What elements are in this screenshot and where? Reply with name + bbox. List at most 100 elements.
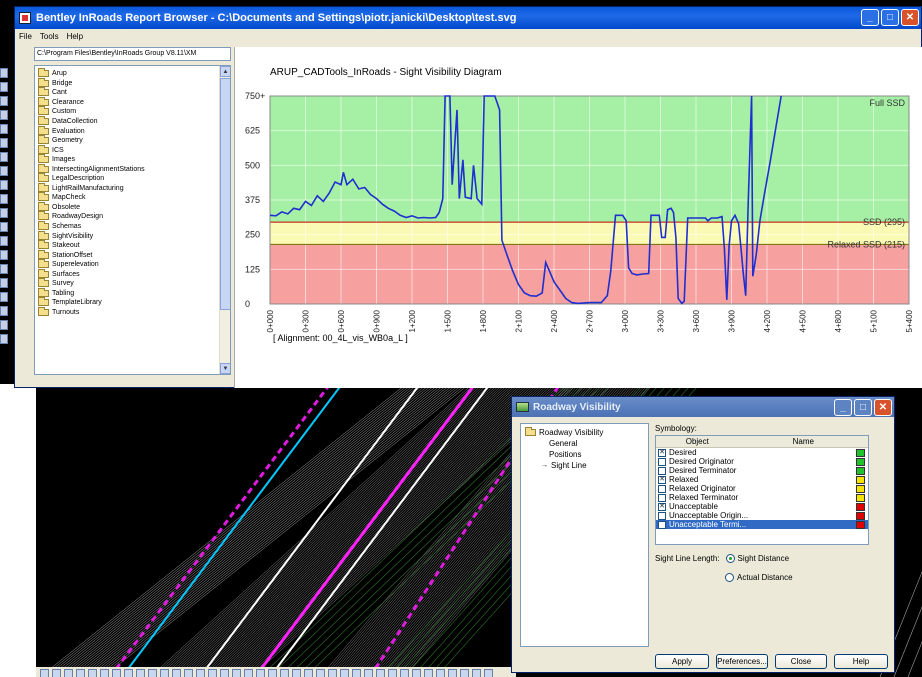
menu-tools[interactable]: Tools (39, 31, 59, 41)
toolbar-tool-icon[interactable] (424, 668, 433, 677)
toolbar-tool-icon[interactable] (412, 668, 421, 677)
help-button[interactable]: Help (834, 654, 888, 669)
menu-file[interactable]: File (19, 31, 32, 41)
radio-icon[interactable] (725, 554, 735, 563)
toolbar-tool-icon[interactable] (64, 668, 73, 677)
toolbar-tool-icon[interactable] (208, 668, 217, 677)
symbology-row[interactable]: ✕ Relaxed (656, 475, 868, 484)
radio-icon[interactable] (725, 573, 734, 582)
toolbar-tool-icon[interactable] (184, 668, 193, 677)
toolbar-tool-icon[interactable] (448, 668, 457, 677)
tree-item-positions[interactable]: Positions (549, 450, 582, 459)
tool-icon[interactable] (0, 250, 8, 260)
column-name[interactable]: Name (792, 437, 814, 446)
tree-item-sight-line[interactable]: → Sight Line (541, 461, 587, 470)
folder-item[interactable]: StationOffset (38, 249, 230, 260)
toolbar-tool-icon[interactable] (304, 668, 313, 677)
checkbox[interactable]: ✕ (658, 475, 666, 484)
actual-distance-option[interactable]: Actual Distance (725, 573, 793, 582)
folder-item[interactable]: RoadwayDesign (38, 211, 230, 222)
maximize-button[interactable]: □ (854, 399, 872, 416)
preferences-button[interactable]: Preferences... (716, 654, 768, 669)
tool-icon[interactable] (0, 180, 8, 190)
folder-item[interactable]: DataCollection (38, 116, 230, 127)
toolbar-tool-icon[interactable] (196, 668, 205, 677)
tool-icon[interactable] (0, 320, 8, 330)
color-swatch[interactable] (856, 475, 865, 484)
toolbar-tool-icon[interactable] (340, 668, 349, 677)
folder-item[interactable]: Stakeout (38, 240, 230, 251)
symbology-row[interactable]: Desired Originator (656, 457, 868, 466)
checkbox[interactable] (658, 466, 666, 475)
color-swatch[interactable] (856, 502, 865, 511)
tool-icon[interactable] (0, 292, 8, 302)
folder-tree[interactable]: Arup Bridge Cant Clearance Custom DataCollect… (34, 65, 231, 375)
folder-item[interactable]: ICS (38, 144, 230, 155)
cad-drawing[interactable] (0, 383, 922, 677)
symbology-row[interactable]: Unacceptable Origin... (656, 511, 868, 520)
symbology-row[interactable]: Desired Terminator (656, 466, 868, 475)
tool-icon[interactable] (0, 68, 8, 78)
folder-item[interactable]: Evaluation (38, 125, 230, 136)
toolbar-tool-icon[interactable] (436, 668, 445, 677)
color-swatch[interactable] (856, 511, 865, 520)
symbology-row[interactable]: ✕ Unacceptable (656, 502, 868, 511)
tree-item-general[interactable]: General (549, 439, 578, 448)
tool-icon[interactable] (0, 138, 8, 148)
color-swatch[interactable] (856, 484, 865, 493)
scroll-down-icon[interactable]: ▼ (220, 363, 230, 374)
toolbar-tool-icon[interactable] (484, 668, 493, 677)
checkbox[interactable] (658, 493, 666, 502)
toolbar-tool-icon[interactable] (76, 668, 85, 677)
folder-item[interactable]: Images (38, 154, 230, 165)
folder-item[interactable]: Survey (38, 278, 230, 289)
folder-item[interactable]: Bridge (38, 77, 230, 89)
toolbar-tool-icon[interactable] (220, 668, 229, 677)
apply-button[interactable]: Apply (655, 654, 709, 669)
toolbar-tool-icon[interactable] (100, 668, 109, 677)
checkbox[interactable] (658, 457, 666, 466)
folder-item[interactable]: Turnouts (38, 306, 230, 318)
toolbar-tool-icon[interactable] (328, 668, 337, 677)
tool-icon[interactable] (0, 306, 8, 316)
tool-icon[interactable] (0, 236, 8, 246)
tree-scrollbar[interactable]: ▲ ▼ (219, 66, 230, 374)
color-swatch[interactable] (856, 457, 865, 466)
toolbar-tool-icon[interactable] (52, 668, 61, 677)
tool-icon[interactable] (0, 194, 8, 204)
symbology-row[interactable]: Relaxed Terminator (656, 493, 868, 502)
close-button[interactable]: ✕ (901, 9, 919, 26)
toolbar-tool-icon[interactable] (40, 668, 49, 677)
folder-item[interactable]: LightRailManufacturing (38, 182, 230, 194)
toolbar-tool-icon[interactable] (232, 668, 241, 677)
tool-icon[interactable] (0, 334, 8, 344)
tool-icon[interactable] (0, 278, 8, 288)
tree-root[interactable]: Roadway Visibility (525, 427, 603, 437)
folder-item[interactable]: Arup (38, 68, 230, 79)
toolbar-tool-icon[interactable] (316, 668, 325, 677)
toolbar-tool-icon[interactable] (280, 668, 289, 677)
tool-icon[interactable] (0, 82, 8, 92)
toolbar-tool-icon[interactable] (376, 668, 385, 677)
folder-item[interactable]: Surfaces (38, 268, 230, 279)
folder-item[interactable]: Tabling (38, 287, 230, 299)
options-tree[interactable]: Roadway Visibility General Positions → S… (520, 423, 649, 647)
folder-item[interactable]: Schemas (38, 221, 230, 232)
folder-item[interactable]: IntersectingAlignmentStations (38, 163, 230, 174)
tool-icon[interactable] (0, 124, 8, 134)
symbology-row[interactable]: Unacceptable Termi... (656, 520, 868, 529)
folder-item[interactable]: Cant (38, 87, 230, 98)
symbology-row[interactable]: ✕ Desired (656, 448, 868, 457)
toolbar-tool-icon[interactable] (244, 668, 253, 677)
toolbar-tool-icon[interactable] (112, 668, 121, 677)
color-swatch[interactable] (856, 493, 865, 502)
toolbar-tool-icon[interactable] (292, 668, 301, 677)
roadway-visibility-titlebar[interactable]: Roadway Visibility _ □ ✕ (512, 397, 894, 417)
folder-item[interactable]: Geometry (38, 135, 230, 146)
folder-item[interactable]: Custom (38, 106, 230, 117)
folder-item[interactable]: TemplateLibrary (38, 297, 230, 308)
folder-item[interactable]: MapCheck (38, 192, 230, 203)
tool-icon[interactable] (0, 152, 8, 162)
folder-item[interactable]: LegalDescription (38, 173, 230, 184)
folder-item[interactable]: Clearance (38, 96, 230, 108)
